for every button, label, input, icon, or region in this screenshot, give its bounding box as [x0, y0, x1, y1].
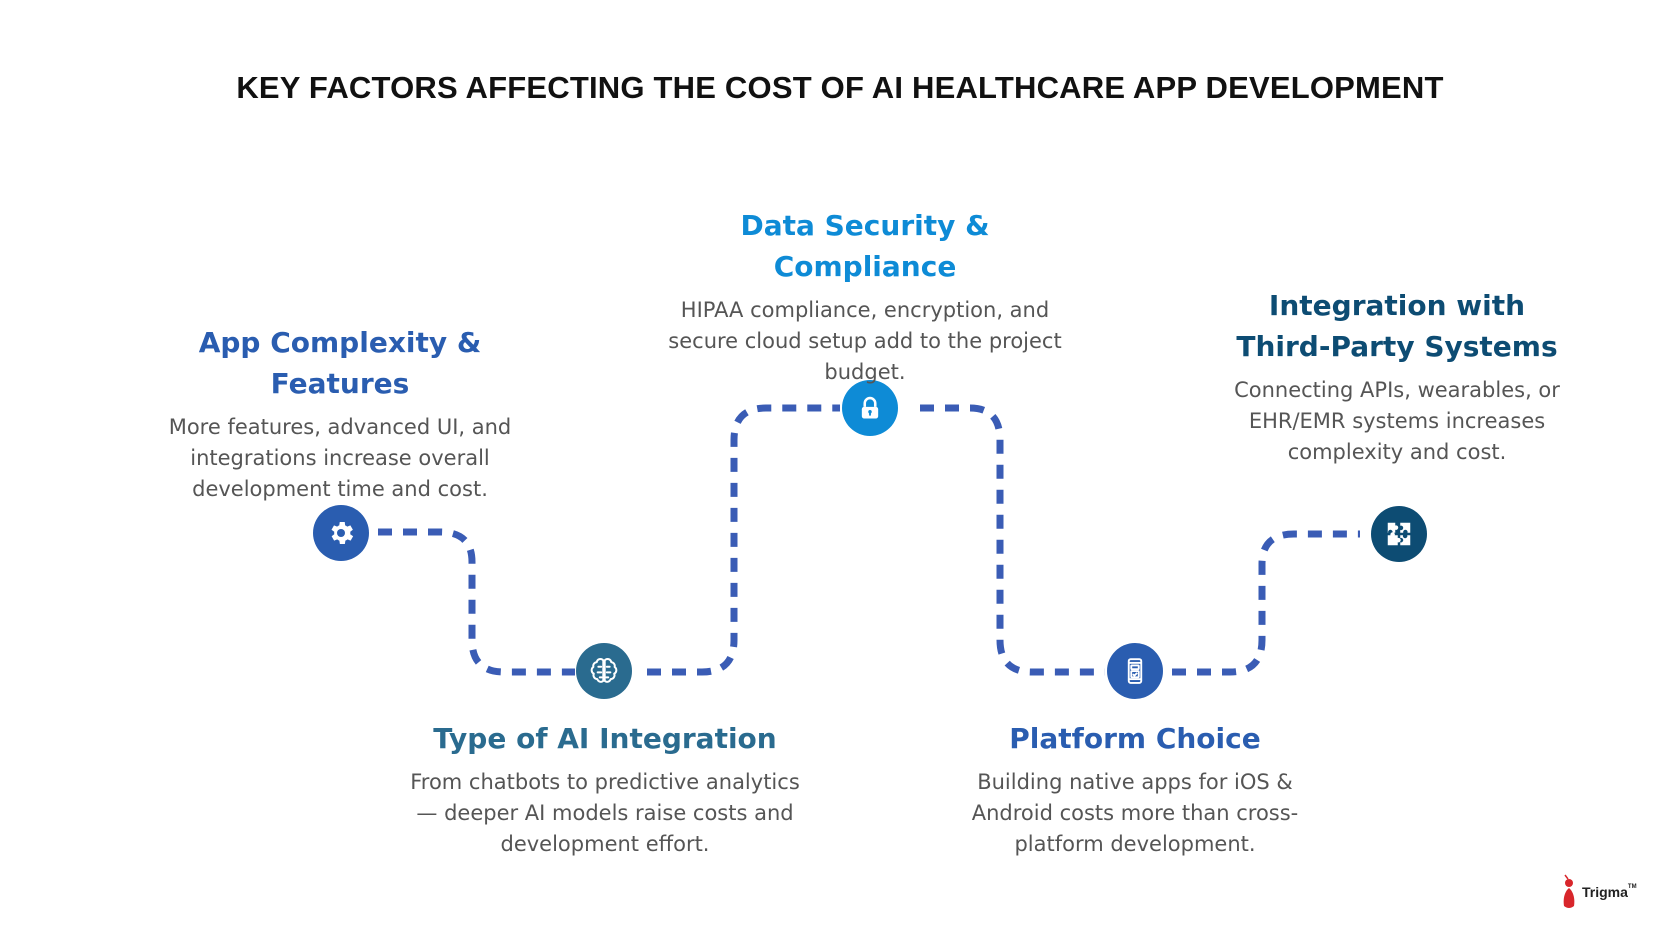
- logo-trademark: TM: [1627, 884, 1637, 890]
- ai-integration-node: [576, 643, 632, 699]
- integration-node: [1371, 506, 1427, 562]
- platform-choice-title: Platform Choice: [1009, 722, 1261, 755]
- data-security-block: Data Security & Compliance HIPAA complia…: [655, 205, 1075, 388]
- ai-integration-block: Type of AI Integration From chatbots to …: [395, 718, 815, 860]
- app-complexity-node: [313, 505, 369, 561]
- trigma-mark-icon: [1563, 874, 1575, 908]
- mobile-device-icon: [1127, 658, 1143, 684]
- ai-integration-description: From chatbots to predictive analytics — …: [410, 770, 800, 856]
- data-security-description: HIPAA compliance, encryption, and secure…: [668, 298, 1062, 384]
- platform-choice-node: [1107, 643, 1163, 699]
- trigma-logo: TrigmaTM: [1560, 868, 1650, 916]
- puzzle-icon: [1387, 522, 1411, 546]
- integration-description: Connecting APIs, wearables, or EHR/EMR s…: [1234, 378, 1560, 464]
- app-complexity-description: More features, advanced UI, and integrat…: [168, 415, 512, 501]
- brain-icon: [590, 658, 618, 683]
- ai-integration-title: Type of AI Integration: [433, 722, 777, 755]
- data-security-node: [842, 380, 898, 436]
- app-complexity-block: App Complexity & Features More features,…: [130, 322, 550, 505]
- platform-choice-block: Platform Choice Building native apps for…: [950, 718, 1320, 860]
- gear-icon: [331, 522, 354, 544]
- app-complexity-title: App Complexity & Features: [198, 326, 482, 400]
- page-title: KEY FACTORS AFFECTING THE COST OF AI HEA…: [236, 70, 1444, 105]
- platform-choice-description: Building native apps for iOS & Android c…: [971, 770, 1299, 856]
- integration-title: Integration with Third-Party Systems: [1236, 289, 1558, 363]
- data-security-title: Data Security & Compliance: [740, 209, 990, 283]
- lock-icon: [861, 396, 879, 419]
- integration-block: Integration with Third-Party Systems Con…: [1222, 285, 1572, 468]
- logo-name: Trigma: [1582, 884, 1628, 900]
